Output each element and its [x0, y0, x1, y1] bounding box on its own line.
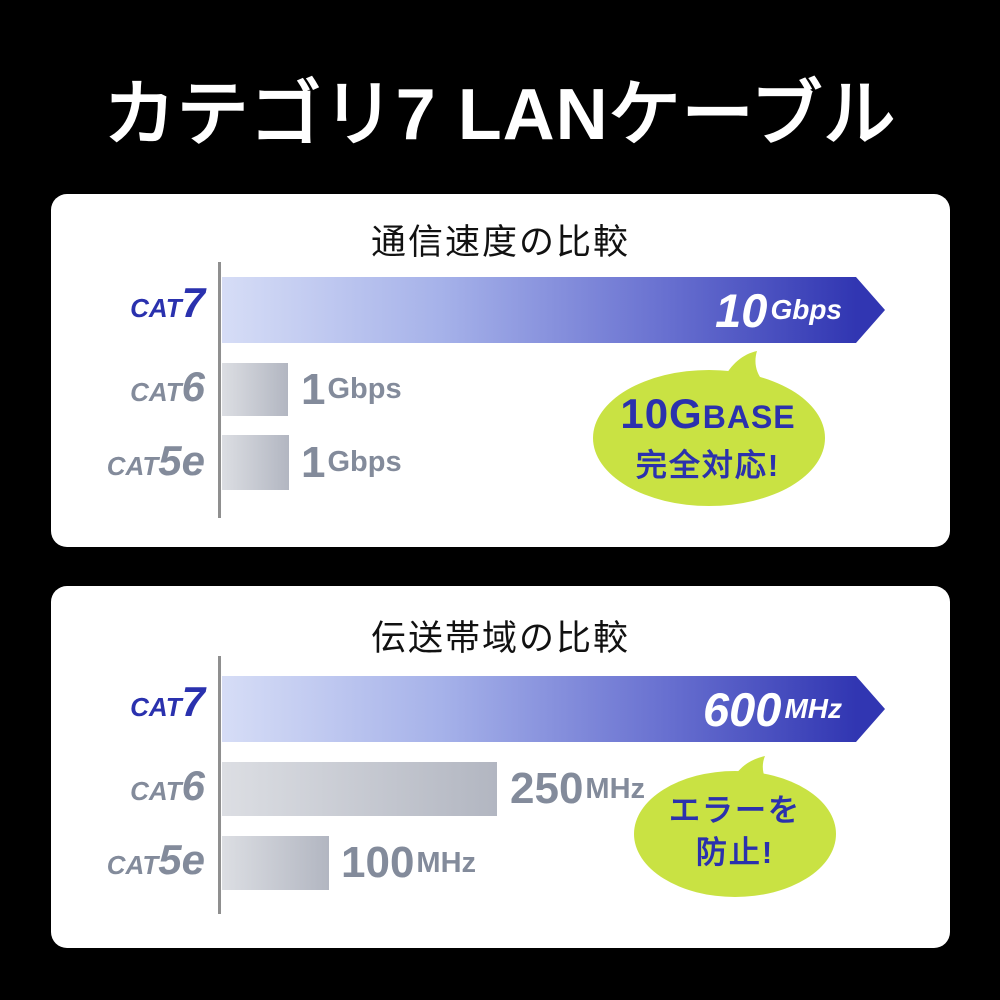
- bandwidth-bubble-line2: 防止!: [695, 835, 775, 870]
- speed-bubble-text: 10GBASE 完全対応!: [608, 393, 808, 487]
- speed-bubble-line1: 10GBASE: [608, 393, 808, 445]
- speed-comparison-panel: 通信速度の比較 CAT 7 10 Gbps CAT 6 1 Gbps CAT 5e 1 Gb…: [51, 194, 950, 547]
- speed-label-cat5e-prefix: CAT: [106, 451, 159, 481]
- bandwidth-comparison-panel: 伝送帯域の比較 CAT 7 600 MHz CAT 6 250 MHz CAT 5e 10…: [51, 586, 950, 948]
- speed-axis-line: [218, 262, 221, 518]
- speed-bar-cat7: [222, 277, 856, 343]
- bandwidth-value-cat6: 250 MHz: [510, 762, 645, 816]
- speed-bubble-line1-small: BASE: [702, 399, 796, 435]
- speed-label-cat6-prefix: CAT: [130, 377, 182, 407]
- speed-label-cat6-num: 6: [181, 363, 205, 410]
- bandwidth-label-cat5e-prefix: CAT: [106, 850, 159, 880]
- speed-value-cat7: 10 Gbps: [222, 277, 856, 343]
- speed-value-cat7-unit: Gbps: [770, 294, 842, 325]
- bandwidth-axis-line: [218, 656, 221, 914]
- bandwidth-value-cat6-num: 250: [510, 764, 584, 813]
- bandwidth-value-cat5e-num: 100: [341, 838, 415, 887]
- speed-bar-cat7-arrow-icon: [856, 277, 885, 343]
- bandwidth-label-cat6: CAT 6: [51, 765, 205, 813]
- speed-panel-title: 通信速度の比較: [370, 223, 630, 262]
- bandwidth-label-cat7-num: 7: [181, 678, 205, 725]
- bandwidth-label-cat7: CAT 7: [51, 681, 205, 737]
- bandwidth-speech-bubble-icon: [634, 756, 836, 897]
- speed-bar-cat6: [222, 363, 288, 416]
- bandwidth-value-cat7: 600 MHz: [222, 676, 856, 742]
- speed-label-cat6: CAT 6: [51, 366, 205, 414]
- speed-value-cat6-unit: Gbps: [327, 373, 402, 405]
- bandwidth-label-cat5e: CAT 5e: [51, 839, 205, 887]
- speed-label-cat5e: CAT 5e: [51, 440, 205, 488]
- bandwidth-label-cat6-prefix: CAT: [130, 776, 182, 806]
- bandwidth-bar-cat6: [222, 762, 497, 816]
- speed-label-cat7: CAT 7: [51, 282, 205, 338]
- bandwidth-value-cat7-num: 600: [703, 682, 782, 736]
- speed-bubble-line1-big: 10G: [620, 390, 703, 437]
- bandwidth-value-cat6-unit: MHz: [585, 772, 646, 805]
- speed-speech-bubble-icon: [593, 351, 825, 506]
- speed-value-cat5e: 1 Gbps: [301, 435, 402, 490]
- bandwidth-bubble-line1: エラーを: [669, 793, 801, 828]
- bandwidth-label-cat6-num: 6: [181, 762, 205, 809]
- speed-value-cat6: 1 Gbps: [301, 363, 402, 416]
- bandwidth-panel-title: 伝送帯域の比較: [370, 619, 630, 658]
- speed-value-cat5e-num: 1: [301, 437, 326, 487]
- speed-value-cat6-num: 1: [301, 364, 326, 414]
- bandwidth-bar-cat5e: [222, 836, 329, 890]
- speed-bubble-line2: 完全対応!: [635, 448, 781, 483]
- speed-value-cat7-num: 10: [715, 283, 768, 337]
- bandwidth-value-cat5e-unit: MHz: [416, 846, 477, 879]
- speed-bar-cat5e: [222, 435, 289, 490]
- bandwidth-bar-cat7: [222, 676, 856, 742]
- bandwidth-value-cat7-unit: MHz: [784, 693, 842, 724]
- bandwidth-bar-cat7-arrow-icon: [856, 676, 885, 742]
- bandwidth-label-cat5e-num: 5e: [158, 836, 205, 883]
- bandwidth-bubble-text: エラーを 防止!: [635, 790, 835, 874]
- speed-label-cat5e-num: 5e: [158, 437, 205, 484]
- speed-label-cat7-prefix: CAT: [130, 293, 182, 323]
- speed-label-cat7-num: 7: [181, 279, 205, 326]
- bandwidth-value-cat5e: 100 MHz: [341, 836, 476, 890]
- speed-value-cat5e-unit: Gbps: [327, 446, 402, 478]
- bandwidth-label-cat7-prefix: CAT: [130, 692, 182, 722]
- page-title: カテゴリ7 LANケーブル: [103, 75, 897, 155]
